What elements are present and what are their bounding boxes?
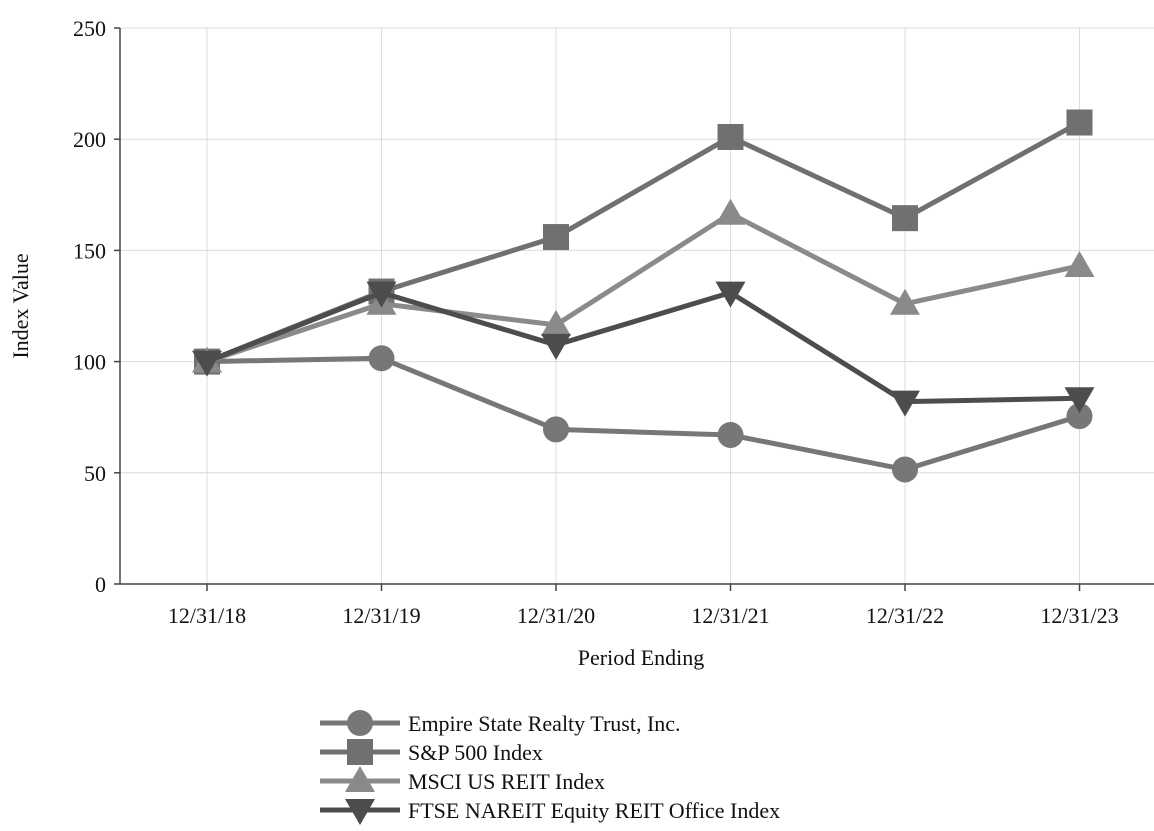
y-axis-title: Index Value <box>8 253 33 358</box>
data-point <box>541 309 571 336</box>
x-tick-label: 12/31/21 <box>691 603 769 628</box>
series-3 <box>192 281 1095 417</box>
legend-marker <box>345 766 375 792</box>
y-tick-label: 200 <box>73 127 106 152</box>
series-line <box>206 211 1081 364</box>
data-point <box>543 224 569 251</box>
data-point <box>366 281 397 308</box>
series-lines <box>192 109 1095 483</box>
data-point <box>892 205 918 232</box>
y-tick-label: 100 <box>73 350 106 375</box>
x-tick-labels: 12/31/18 12/31/19 12/31/20 12/31/21 12/31/22… <box>168 603 1119 628</box>
data-point <box>715 198 746 225</box>
series-line <box>206 120 1081 364</box>
data-point <box>368 345 395 372</box>
data-point <box>892 456 918 483</box>
series-line <box>206 355 1081 472</box>
legend-label: FTSE NAREIT Equity REIT Office Index <box>408 798 780 823</box>
series-1 <box>194 109 1093 375</box>
data-point <box>890 288 920 315</box>
legend-label: Empire State Realty Trust, Inc. <box>408 711 681 736</box>
legend-label: S&P 500 Index <box>408 740 543 765</box>
data-point <box>715 281 746 308</box>
axes <box>114 27 1154 591</box>
y-tick-label: 150 <box>73 238 106 263</box>
series-line <box>206 290 1080 405</box>
data-point <box>1066 403 1093 430</box>
legend-marker <box>347 710 373 736</box>
data-point <box>192 350 222 377</box>
y-tick-label: 50 <box>84 461 106 486</box>
grid-lines <box>120 27 1154 584</box>
x-tick-label: 12/31/22 <box>866 603 944 628</box>
x-tick-label: 12/31/20 <box>517 603 595 628</box>
data-point <box>1064 387 1095 414</box>
data-point <box>717 421 744 448</box>
legend-item: S&P 500 Index <box>320 739 543 765</box>
data-point <box>1064 250 1095 277</box>
x-tick-label: 12/31/19 <box>342 603 420 628</box>
legend: Empire State Realty Trust, Inc. S&P 500 I… <box>320 710 780 825</box>
data-point <box>541 333 571 360</box>
legend-item: Empire State Realty Trust, Inc. <box>320 710 681 736</box>
series-0 <box>194 345 1093 483</box>
y-tick-labels: 0 50 100 150 200 250 <box>73 16 106 597</box>
x-tick-label: 12/31/18 <box>168 603 246 628</box>
legend-item: MSCI US REIT Index <box>320 766 605 794</box>
data-point <box>890 390 920 417</box>
x-tick-label: 12/31/23 <box>1040 603 1118 628</box>
data-point <box>717 123 744 150</box>
legend-marker <box>347 739 373 765</box>
data-point <box>1066 109 1093 136</box>
series-2 <box>192 198 1095 373</box>
x-axis-title: Period Ending <box>578 645 705 670</box>
legend-item: FTSE NAREIT Equity REIT Office Index <box>320 798 780 825</box>
legend-marker <box>345 799 375 825</box>
y-tick-label: 250 <box>73 16 106 41</box>
y-tick-label: 0 <box>95 572 106 597</box>
legend-label: MSCI US REIT Index <box>408 769 605 794</box>
data-point <box>543 416 569 443</box>
